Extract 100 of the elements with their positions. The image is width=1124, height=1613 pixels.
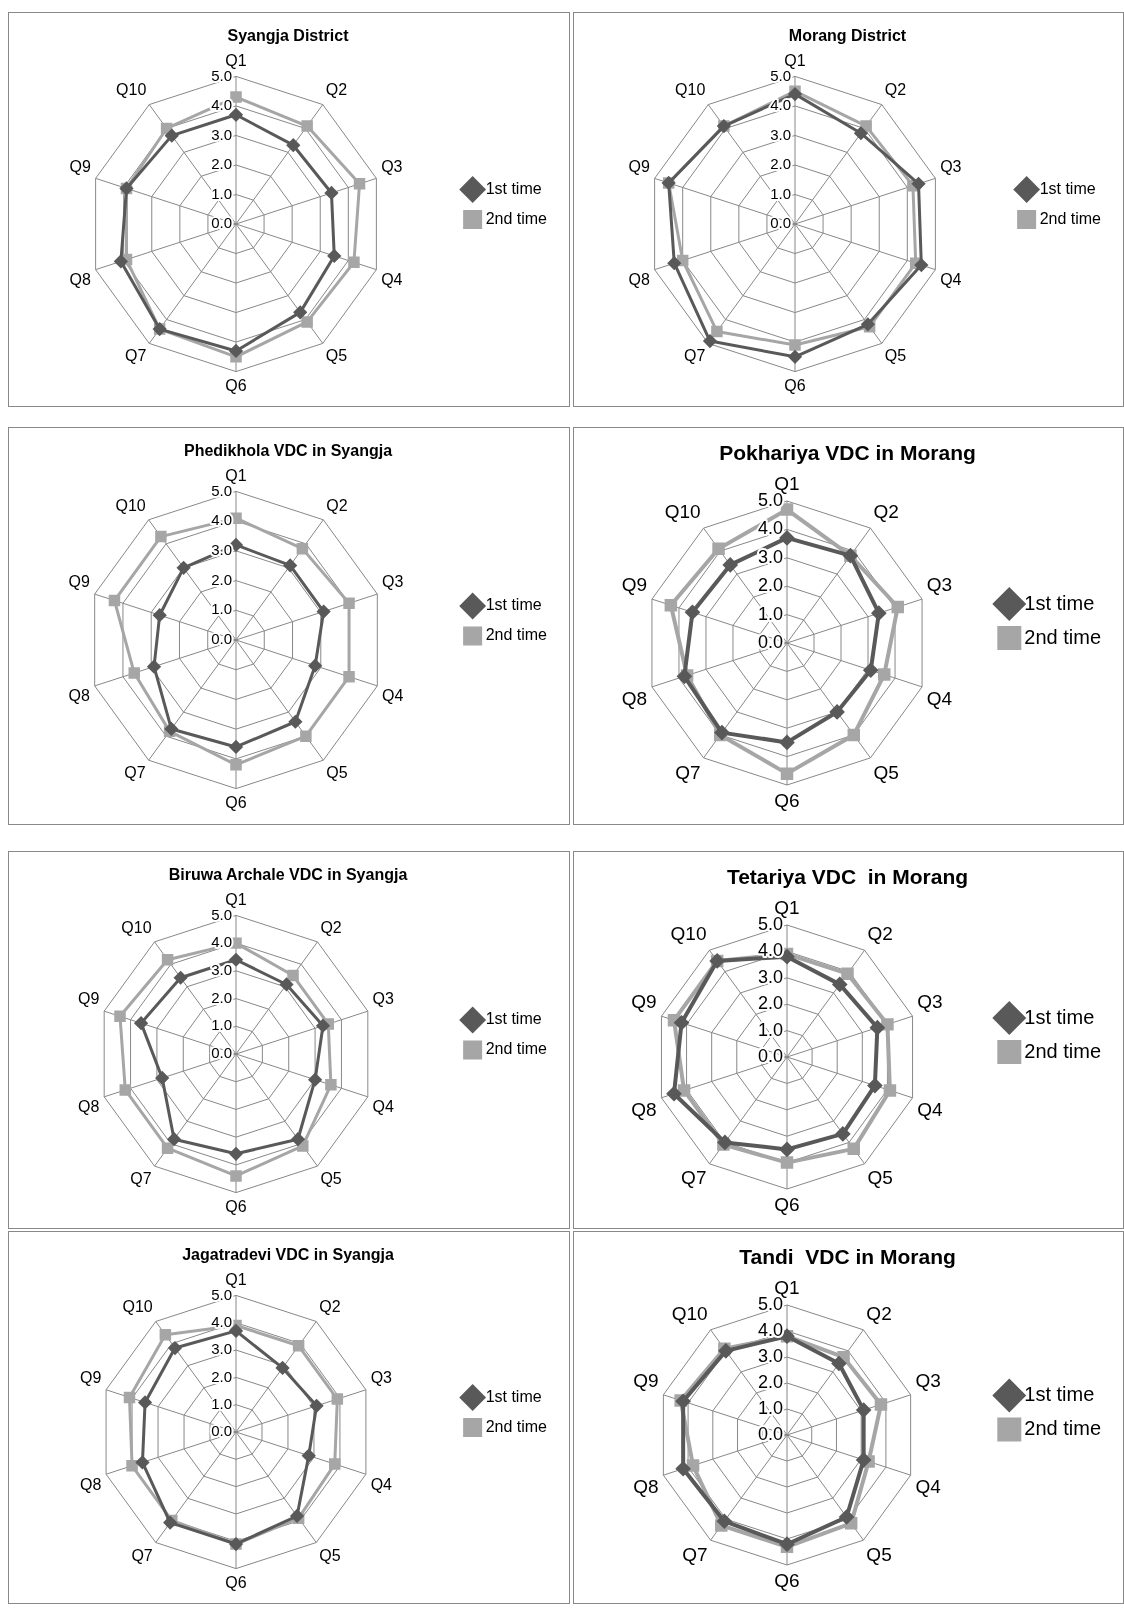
spoke-label: Q7 <box>681 1167 707 1189</box>
spoke-label: Q8 <box>633 1476 659 1498</box>
chart-title: Pokhariya VDC in Morang <box>719 441 976 465</box>
y-tick-label: 0.0 <box>770 214 791 232</box>
spoke-label: Q10 <box>116 81 147 99</box>
spoke-label: Q2 <box>866 1302 892 1324</box>
spoke-label: Q2 <box>884 81 907 99</box>
spoke-label: Q4 <box>926 688 953 710</box>
y-tick-label: 0.0 <box>211 1044 232 1062</box>
legend-label: 2nd time <box>1039 209 1102 227</box>
spoke-label: Q8 <box>621 688 648 710</box>
chart-title: Tandi VDC in Morang <box>739 1245 956 1269</box>
chart-title: Phedikhola VDC in Syangja <box>183 442 393 460</box>
legend-label: 2nd time <box>1024 1039 1102 1062</box>
spoke-label: Q6 <box>225 1197 247 1215</box>
y-tick-label: 4.0 <box>757 518 783 539</box>
spoke-label: Q4 <box>915 1476 942 1498</box>
spoke-label: Q5 <box>867 1167 893 1189</box>
spoke-label: Q9 <box>68 573 91 591</box>
y-tick-label: 4.0 <box>211 511 232 529</box>
legend-label: 2nd time <box>485 209 548 227</box>
y-tick-label: 1.0 <box>211 1394 232 1412</box>
y-tick-label: 1.0 <box>211 600 232 618</box>
spoke-label: Q9 <box>79 1369 102 1387</box>
y-tick-label: 2.0 <box>211 1367 232 1385</box>
y-tick-label: 3.0 <box>757 1345 783 1366</box>
y-tick-label: 2.0 <box>211 570 232 588</box>
y-tick-label: 1.0 <box>757 1019 783 1040</box>
y-tick-label: 1.0 <box>757 603 783 624</box>
y-tick-label: 0.0 <box>211 1422 232 1440</box>
spoke-label: Q6 <box>225 1573 247 1591</box>
spoke-label: Q6 <box>225 793 247 811</box>
spoke-label: Q4 <box>917 1098 944 1120</box>
y-tick-label: 3.0 <box>211 960 232 978</box>
spoke-label: Q2 <box>867 923 893 944</box>
spoke-label: Q10 <box>664 500 701 522</box>
spoke-label: Q6 <box>774 1193 800 1215</box>
spoke-label: Q5 <box>319 1546 341 1564</box>
legend-label: 1st time <box>485 1387 542 1405</box>
spoke-label: Q3 <box>372 990 395 1008</box>
legend-label: 2nd time <box>485 1417 548 1435</box>
spoke-label: Q8 <box>628 271 650 289</box>
spoke-label: Q3 <box>940 157 962 175</box>
spoke-label: Q3 <box>926 574 953 596</box>
spoke-label: Q10 <box>122 1298 153 1316</box>
y-tick-label: 3.0 <box>757 546 783 567</box>
legend-label: 1st time <box>1024 591 1095 614</box>
y-tick-label: 2.0 <box>757 1371 783 1392</box>
spoke-label: Q5 <box>326 764 348 782</box>
spoke-label: Q7 <box>675 761 701 783</box>
y-tick-label: 3.0 <box>757 966 783 987</box>
spoke-label: Q7 <box>131 1546 153 1564</box>
chart-title: Jagatradevi VDC in Syangja <box>182 1246 394 1264</box>
y-tick-label: 1.0 <box>757 1397 783 1418</box>
y-tick-label: 0.0 <box>211 214 232 232</box>
spoke-label: Q4 <box>381 271 403 289</box>
spoke-label: Q9 <box>631 991 657 1013</box>
spoke-label: Q10 <box>115 496 146 514</box>
y-tick-label: 4.0 <box>757 940 783 961</box>
spoke-label: Q3 <box>370 1369 393 1387</box>
spoke-label: Q8 <box>68 687 91 705</box>
spoke-label: Q4 <box>940 271 962 289</box>
legend-label: 1st time <box>1024 1005 1095 1028</box>
spoke-label: Q7 <box>124 764 146 782</box>
chart-title: Morang District <box>788 27 907 45</box>
y-tick-label: 4.0 <box>211 1312 232 1330</box>
spoke-label: Q9 <box>69 157 91 175</box>
spoke-label: Q3 <box>382 573 404 591</box>
spoke-label: Q4 <box>372 1098 395 1116</box>
y-tick-label: 1.0 <box>770 184 791 202</box>
chart-title: Biruwa Archale VDC in Syangja <box>168 866 408 884</box>
spoke-label: Q5 <box>866 1543 892 1565</box>
spoke-label: Q3 <box>381 157 403 175</box>
y-tick-label: 3.0 <box>770 125 791 143</box>
spoke-label: Q6 <box>774 1569 800 1591</box>
chart-title: Tetariya VDC in Morang <box>726 865 969 889</box>
spoke-label: Q6 <box>774 789 800 811</box>
spoke-label: Q8 <box>69 271 91 289</box>
y-tick-label: 0.0 <box>757 1045 783 1066</box>
spoke-label: Q2 <box>319 1298 341 1316</box>
y-tick-label: 2.0 <box>211 988 232 1006</box>
spoke-label: Q9 <box>628 157 650 175</box>
spoke-label: Q6 <box>225 376 247 394</box>
y-tick-label: 2.0 <box>757 993 783 1014</box>
spoke-label: Q8 <box>631 1098 657 1120</box>
y-tick-label: 1.0 <box>211 1016 232 1034</box>
y-tick-label: 0.0 <box>757 1423 783 1444</box>
spoke-label: Q8 <box>78 1098 100 1116</box>
spoke-label: Q10 <box>670 923 707 944</box>
y-tick-label: 4.0 <box>770 96 791 114</box>
y-tick-label: 4.0 <box>211 933 232 951</box>
spoke-label: Q9 <box>633 1370 659 1392</box>
y-tick-label: 2.0 <box>757 575 783 596</box>
legend-label: 1st time <box>485 596 542 614</box>
spoke-label: Q4 <box>382 687 404 705</box>
y-tick-label: 2.0 <box>211 155 232 173</box>
y-tick-label: 3.0 <box>211 1340 232 1358</box>
legend-label: 1st time <box>1024 1383 1095 1406</box>
legend-label: 1st time <box>485 179 542 197</box>
spoke-label: Q6 <box>784 376 806 394</box>
